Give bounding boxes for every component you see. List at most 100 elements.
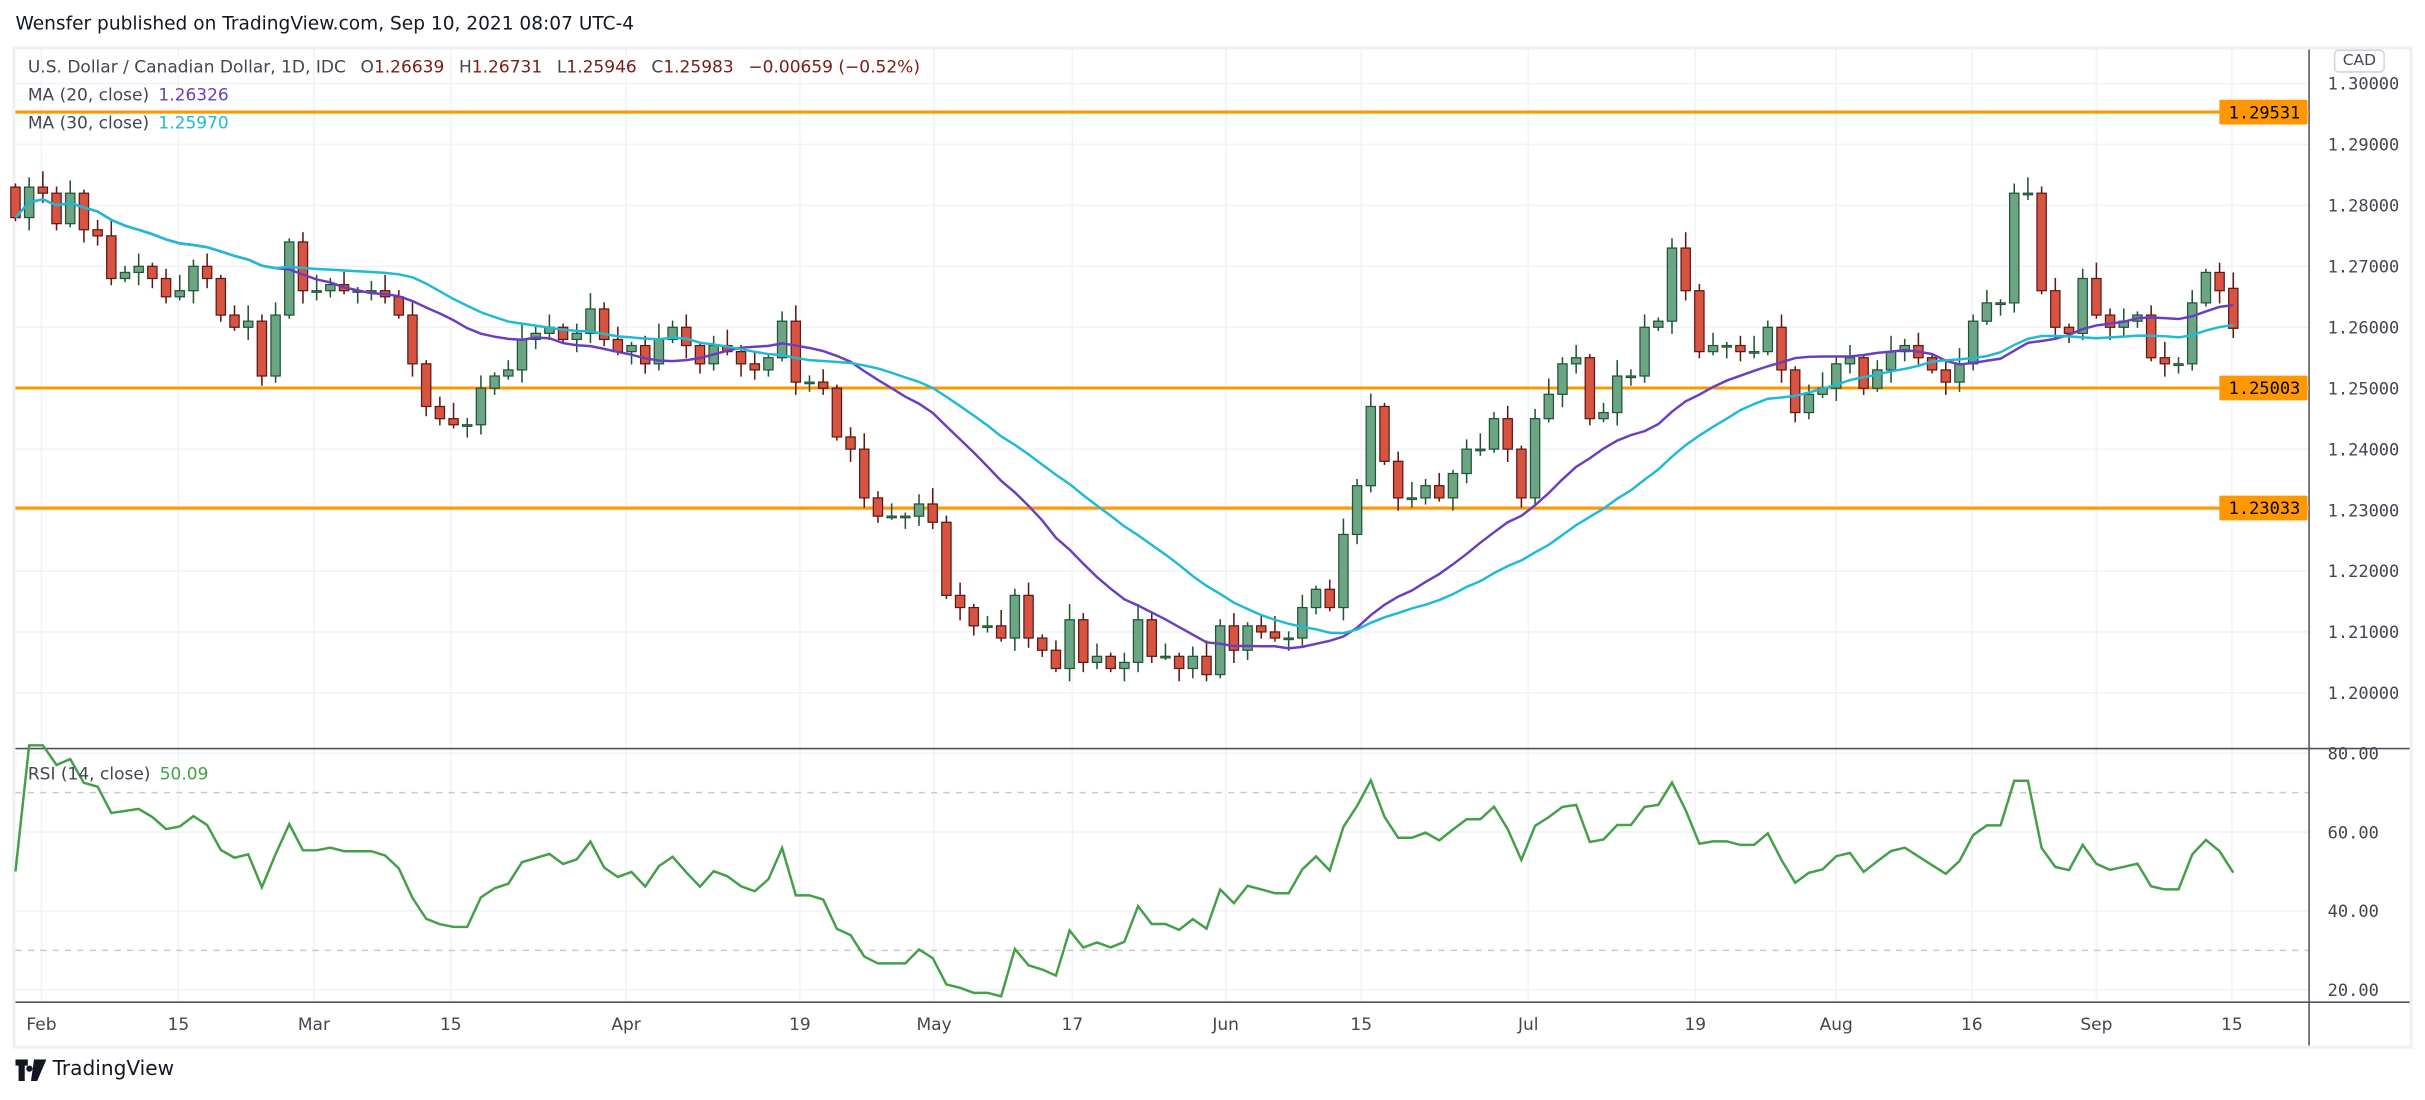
candle-body xyxy=(1160,655,1171,659)
candle-body xyxy=(694,344,706,365)
candle xyxy=(2214,262,2225,304)
candle-body xyxy=(461,424,473,427)
candle xyxy=(749,351,760,380)
close-value: 1.25983 xyxy=(663,57,734,78)
symbol-legend: U.S. Dollar / Canadian Dollar, 1D, IDC O… xyxy=(28,57,929,77)
price-tick-label: 1.20000 xyxy=(2328,684,2400,704)
candle xyxy=(1981,290,1993,325)
tradingview-brand: TradingView xyxy=(52,1057,175,1082)
price-tick-label: 1.26000 xyxy=(2328,318,2400,338)
candle xyxy=(516,323,528,383)
candle-body xyxy=(174,290,186,298)
candle xyxy=(1762,320,1774,356)
candle-body xyxy=(667,326,678,341)
candle-body xyxy=(201,265,213,280)
level-price-tag xyxy=(2219,495,2308,521)
time-tick-label: 15 xyxy=(440,1015,462,1035)
candle xyxy=(1173,652,1185,682)
candle-body xyxy=(2063,326,2075,334)
candle-body xyxy=(1529,418,1541,499)
candle xyxy=(1817,372,1828,398)
candle xyxy=(1228,613,1240,664)
symbol-name: U.S. Dollar / Canadian Dollar, 1D, IDC xyxy=(27,57,346,78)
candle xyxy=(256,314,268,386)
ma20-legend[interactable]: MA (20, close) 1.26326 xyxy=(28,85,238,105)
candle-body xyxy=(92,229,103,237)
high-label: H xyxy=(459,57,472,78)
candle-body xyxy=(1584,357,1596,420)
candle xyxy=(1214,619,1226,679)
candle xyxy=(1420,478,1431,505)
candle-body xyxy=(1885,351,1897,371)
candle xyxy=(1146,613,1158,664)
currency-button[interactable]: CAD xyxy=(2333,49,2385,73)
time-tick-label: 15 xyxy=(1350,1015,1372,1035)
candle xyxy=(1502,405,1513,462)
candle-body xyxy=(1379,405,1390,462)
candle-body xyxy=(2214,271,2225,292)
candle xyxy=(626,341,637,365)
candle-body xyxy=(284,241,295,316)
tradingview-logo-icon xyxy=(15,1058,47,1081)
candle xyxy=(817,369,829,395)
candle-body xyxy=(1023,594,1034,639)
candle xyxy=(2091,262,2102,319)
candle-body xyxy=(845,436,856,450)
price-tick-label: 1.23000 xyxy=(2328,501,2400,521)
candle xyxy=(859,433,870,508)
candle xyxy=(1748,335,1760,359)
candle xyxy=(1776,314,1787,383)
candle-body xyxy=(2104,314,2116,328)
rsi-legend[interactable]: RSI (14, close) 50.09 xyxy=(28,764,218,784)
candle xyxy=(1488,411,1500,453)
rsi-tick-label: 80.00 xyxy=(2328,744,2379,764)
price-tick-label: 1.29000 xyxy=(2328,136,2400,156)
candle xyxy=(831,384,843,441)
candle xyxy=(681,314,692,359)
candle-body xyxy=(982,625,993,629)
candle-body xyxy=(1995,302,2006,306)
candle-body xyxy=(1201,655,1212,676)
candle-body xyxy=(37,186,49,194)
candle-body xyxy=(407,314,418,365)
time-tick-label: 16 xyxy=(1961,1015,1983,1035)
candle-body xyxy=(1776,326,1787,371)
ma30-value: 1.25970 xyxy=(158,112,229,134)
candle-body xyxy=(215,277,227,316)
candle-body xyxy=(503,369,514,377)
candle xyxy=(393,290,405,319)
level-price-label: 1.23033 xyxy=(2229,499,2301,519)
candle xyxy=(1297,594,1308,648)
candle-body xyxy=(1598,411,1609,420)
candle-body xyxy=(160,277,172,298)
ma30-legend[interactable]: MA (30, close) 1.25970 xyxy=(28,113,238,133)
tradingview-logo[interactable]: TradingView xyxy=(15,1058,174,1081)
candle-body xyxy=(1844,357,1856,365)
candle xyxy=(2173,357,2184,374)
candle xyxy=(1091,643,1103,670)
candle xyxy=(941,515,952,600)
candle xyxy=(229,305,240,331)
time-tick-label: Jun xyxy=(1211,1015,1239,1035)
candle-body xyxy=(489,375,500,389)
candle-body xyxy=(51,192,62,225)
candle-body xyxy=(1680,247,1691,292)
candle xyxy=(1447,469,1459,511)
candle xyxy=(1050,640,1062,673)
candle xyxy=(420,360,432,417)
candle xyxy=(1721,341,1733,359)
candle-body xyxy=(1091,655,1103,664)
candle-body xyxy=(1789,369,1801,414)
candle xyxy=(598,302,610,347)
candle-body xyxy=(1214,625,1226,676)
candle xyxy=(1789,366,1801,423)
candle-body xyxy=(1392,460,1404,499)
candle xyxy=(338,271,350,295)
candle xyxy=(1516,445,1527,508)
candle-body xyxy=(763,357,774,371)
candle-body xyxy=(1283,637,1294,641)
candle xyxy=(201,253,213,289)
ma20-line xyxy=(14,197,2234,650)
candle xyxy=(653,323,665,371)
